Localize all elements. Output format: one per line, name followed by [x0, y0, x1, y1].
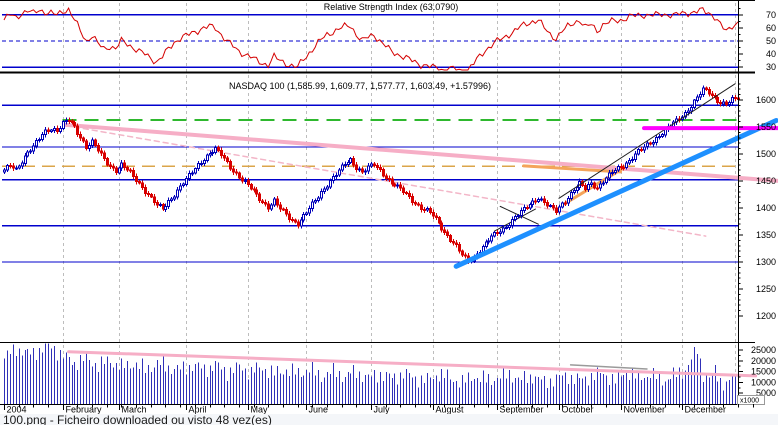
x-axis-month-label: August — [436, 405, 465, 415]
rsi-panel-title: Relative Strength Index (63.0790) — [324, 2, 459, 12]
rsi-line — [3, 6, 739, 71]
price-tick-label: 1450 — [756, 176, 776, 186]
price-tick-label: 1400 — [756, 203, 776, 213]
x-axis-month-label: June — [309, 405, 329, 415]
price-tick-label: 1300 — [756, 257, 776, 267]
price-tick-label: 1200 — [756, 311, 776, 321]
trendline-volume-short-gray — [569, 364, 648, 370]
rsi-tick-label: 50 — [766, 36, 776, 46]
x-axis-month-label: July — [374, 405, 391, 415]
stock-chart-image: 70 60 50 40 30 1600 1550 1500 1450 1400 1350 1300 12… — [0, 0, 778, 414]
x-axis-month-label: November — [624, 405, 666, 415]
x-axis-ticks-labels: 2004 February March April May June July August S… — [4, 404, 754, 415]
x-axis-month-label: 2004 — [7, 405, 27, 415]
trendline-major-uptrend-support-blue — [453, 118, 778, 269]
volume-tick-label: 10000 — [751, 377, 776, 387]
price-tick-label: 1600 — [756, 95, 776, 105]
trendline-volume-downtrend-pink — [67, 350, 758, 378]
month-gridlines — [63, 3, 736, 403]
price-tick-label: 1550 — [756, 122, 776, 132]
volume-tick-label: 5000 — [756, 388, 776, 398]
rsi-levels — [2, 14, 738, 68]
x1000-label: x1000 — [740, 398, 759, 405]
status-bar-text: 100.png - Ficheiro downloaded ou visto 4… — [3, 414, 272, 425]
candles — [3, 85, 740, 265]
rsi-tick-label: 70 — [766, 10, 776, 20]
price-panel-title: NASDAQ 100 (1,585.99, 1,609.77, 1,577.77… — [229, 81, 491, 91]
status-bar: 100.png - Ficheiro downloaded ou visto 4… — [0, 414, 778, 425]
volume-unit-label: x1000 — [737, 395, 765, 405]
volume-tick-label: 25000 — [751, 345, 776, 355]
x-axis-month-label: September — [500, 405, 544, 415]
x-axis-month-label: February — [66, 405, 103, 415]
price-tick-label: 1500 — [756, 149, 776, 159]
trendline-downtrend-thin-pink-dashed — [73, 126, 707, 237]
trendline-downtrend-thick-pink — [63, 122, 778, 183]
trendline-october-wedge-upper-orange — [522, 164, 623, 174]
volume-trendlines — [67, 350, 758, 378]
price-trendlines-front — [453, 83, 778, 269]
x-axis-month-label: May — [251, 405, 269, 415]
price-chart-svg: 70 60 50 40 30 1600 1550 1500 1450 1400 1350 1300 12… — [0, 0, 778, 414]
rsi-tick-label: 30 — [766, 62, 776, 72]
volume-tick-label: 15000 — [751, 367, 776, 377]
y-axis-ticks-labels: 70 60 50 40 30 1600 1550 1500 1450 1400 1350 1300 12… — [738, 7, 776, 400]
price-tick-label: 1350 — [756, 230, 776, 240]
rsi-tick-label: 60 — [766, 23, 776, 33]
rsi-tick-label: 40 — [766, 49, 776, 59]
volume-tick-label: 20000 — [751, 356, 776, 366]
price-tick-label: 1250 — [756, 284, 776, 294]
x-axis-month-label: March — [122, 405, 147, 415]
x-axis-month-label: December — [685, 405, 727, 415]
volume-bars — [4, 343, 739, 404]
x-axis-month-label: October — [562, 405, 594, 415]
trendline-september-cross-up-black — [493, 208, 536, 232]
trendline-november-rally-line-black — [558, 83, 736, 199]
panel-borders — [0, 0, 755, 405]
x-axis-month-label: April — [189, 405, 207, 415]
